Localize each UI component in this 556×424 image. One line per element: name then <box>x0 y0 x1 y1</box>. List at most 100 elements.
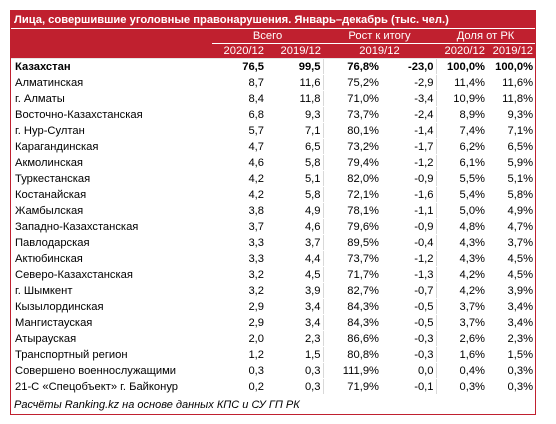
growth-pct-cell: 89,5% <box>322 234 381 251</box>
total-2019-cell: 5,1 <box>266 170 323 187</box>
share-2020-cell: 4,2% <box>435 266 487 283</box>
total-2019-cell: 5,8 <box>266 154 323 171</box>
header-empty-2 <box>11 43 212 59</box>
share-2020-cell: 8,9% <box>435 106 487 123</box>
share-2020-cell: 5,0% <box>435 202 487 219</box>
header-empty <box>11 28 212 44</box>
growth-abs-cell: -0,5 <box>381 298 436 315</box>
growth-pct-cell: 71,9% <box>322 378 381 395</box>
group-header-share: Доля от РК <box>436 28 536 44</box>
table-row: г. Шымкент 3,2 3,9 82,7% -0,7 4,2% 3,9% <box>11 282 536 299</box>
growth-pct-cell: 72,1% <box>322 186 381 203</box>
share-2019-cell: 3,4% <box>487 314 536 331</box>
growth-pct-cell: 73,7% <box>322 106 381 123</box>
share-2019-cell: 4,7% <box>487 218 536 235</box>
table-row: Алматинская 8,7 11,6 75,2% -2,9 11,4% 11,6% <box>11 74 536 91</box>
region-name: Мангистауская <box>11 314 212 331</box>
growth-abs-cell: -1,1 <box>381 202 436 219</box>
growth-abs-cell: -1,7 <box>381 138 436 155</box>
total-2019-cell: 3,7 <box>266 234 323 251</box>
total-2020-cell: 8,4 <box>212 90 266 107</box>
region-name: Костанайская <box>11 186 212 203</box>
region-name: Совершено военнослужащими <box>11 362 212 379</box>
growth-abs-cell: -1,2 <box>381 154 436 171</box>
growth-abs-cell: -0,9 <box>381 218 436 235</box>
share-2020-cell: 11,4% <box>435 74 487 91</box>
table-row: Транспортный регион 1,2 1,5 80,8% -0,3 1,6% 1,… <box>11 346 536 363</box>
share-2020-cell: 10,9% <box>435 90 487 107</box>
share-2019-cell: 11,8% <box>487 90 536 107</box>
total-2020-cell: 3,7 <box>212 218 266 235</box>
share-2020-cell: 3,7% <box>435 314 487 331</box>
table-row: Актюбинская 3,3 4,4 73,7% -1,2 4,3% 4,5% <box>11 250 536 267</box>
table-row: Казахстан 76,5 99,5 76,8% -23,0 100,0% 100,0% <box>11 58 536 75</box>
total-2019-cell: 4,9 <box>266 202 323 219</box>
share-2019-cell: 5,8% <box>487 186 536 203</box>
growth-pct-cell: 73,2% <box>322 138 381 155</box>
region-name: Акмолинская <box>11 154 212 171</box>
total-2019-cell: 3,4 <box>266 314 323 331</box>
total-2019-cell: 5,8 <box>266 186 323 203</box>
total-2020-cell: 3,2 <box>212 266 266 283</box>
growth-pct-cell: 84,3% <box>322 314 381 331</box>
region-name: Западно-Казахстанская <box>11 218 212 235</box>
share-2020-cell: 4,8% <box>435 218 487 235</box>
growth-pct-cell: 79,4% <box>322 154 381 171</box>
total-2020-cell: 3,2 <box>212 282 266 299</box>
total-2020-cell: 5,7 <box>212 122 266 139</box>
growth-abs-cell: -1,2 <box>381 250 436 267</box>
total-2019-cell: 0,3 <box>266 378 323 395</box>
table-row: Атырауская 2,0 2,3 86,6% -0,3 2,6% 2,3% <box>11 330 536 347</box>
table-row: Мангистауская 2,9 3,4 84,3% -0,5 3,7% 3,4% <box>11 314 536 331</box>
table-row: Туркестанская 4,2 5,1 82,0% -0,9 5,5% 5,1% <box>11 170 536 187</box>
region-name: Восточно-Казахстанская <box>11 106 212 123</box>
share-2019-cell: 5,1% <box>487 170 536 187</box>
share-2020-cell: 4,3% <box>435 234 487 251</box>
share-2019-cell: 4,5% <box>487 250 536 267</box>
growth-abs-cell: -0,4 <box>381 234 436 251</box>
region-name: Северо-Казахстанская <box>11 266 212 283</box>
total-2020-cell: 3,3 <box>212 234 266 251</box>
growth-pct-cell: 78,1% <box>322 202 381 219</box>
total-2019-cell: 0,3 <box>266 362 323 379</box>
table-row: Карагандинская 4,7 6,5 73,2% -1,7 6,2% 6,5% <box>11 138 536 155</box>
share-2020-cell: 0,4% <box>435 362 487 379</box>
growth-pct-cell: 86,6% <box>322 330 381 347</box>
share-2020-cell: 100,0% <box>435 58 487 75</box>
total-2019-cell: 3,4 <box>266 298 323 315</box>
share-2020-cell: 6,1% <box>435 154 487 171</box>
region-name: Кызылординская <box>11 298 212 315</box>
region-name: Павлодарская <box>11 234 212 251</box>
region-name: Атырауская <box>11 330 212 347</box>
subheader-growth-2019: 2019/12 <box>323 43 436 59</box>
share-2019-cell: 0,3% <box>487 378 536 395</box>
share-2020-cell: 3,7% <box>435 298 487 315</box>
total-2019-cell: 4,5 <box>266 266 323 283</box>
share-2019-cell: 7,1% <box>487 122 536 139</box>
region-name: Туркестанская <box>11 170 212 187</box>
region-name: 21-С «Спецобъект» г. Байконур <box>11 378 212 395</box>
total-2019-cell: 99,5 <box>266 58 323 75</box>
total-2020-cell: 0,3 <box>212 362 266 379</box>
total-2020-cell: 3,3 <box>212 250 266 267</box>
share-2020-cell: 0,3% <box>435 378 487 395</box>
data-table-frame: Лица, совершившие уголовные правонарушен… <box>10 10 536 415</box>
group-header-growth: Рост к итогу <box>323 28 436 44</box>
growth-abs-cell: -23,0 <box>381 58 436 75</box>
share-2019-cell: 9,3% <box>487 106 536 123</box>
growth-abs-cell: -0,1 <box>381 378 436 395</box>
share-2020-cell: 4,2% <box>435 282 487 299</box>
table-row: Восточно-Казахстанская 6,8 9,3 73,7% -2,4 8,9… <box>11 106 536 123</box>
share-2019-cell: 2,3% <box>487 330 536 347</box>
total-2020-cell: 76,5 <box>212 58 266 75</box>
growth-abs-cell: -0,3 <box>381 346 436 363</box>
growth-abs-cell: -0,9 <box>381 170 436 187</box>
growth-abs-cell: -1,3 <box>381 266 436 283</box>
region-name: Алматинская <box>11 74 212 91</box>
crime-table: Лица, совершившие уголовные правонарушен… <box>11 11 536 414</box>
table-row: Жамбылская 3,8 4,9 78,1% -1,1 5,0% 4,9% <box>11 202 536 219</box>
total-2020-cell: 4,2 <box>212 186 266 203</box>
share-2019-cell: 3,9% <box>487 282 536 299</box>
table-row: 21-С «Спецобъект» г. Байконур 0,2 0,3 71,9%… <box>11 378 536 395</box>
share-2020-cell: 6,2% <box>435 138 487 155</box>
